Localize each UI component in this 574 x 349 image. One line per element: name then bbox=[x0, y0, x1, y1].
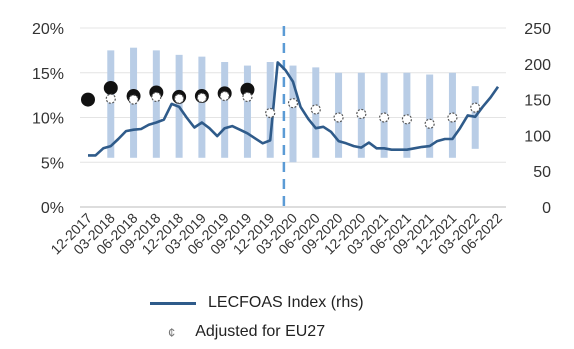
y-right-tick: 250 bbox=[524, 21, 551, 38]
legend-dot: ¢ Adjusted for EU27 bbox=[168, 323, 325, 341]
x-axis: 12-201703-201806-201809-201812-201803-20… bbox=[47, 210, 505, 258]
range-band bbox=[107, 50, 115, 158]
lecfoas-line bbox=[88, 61, 500, 157]
filled-point bbox=[240, 82, 255, 97]
range-band bbox=[221, 62, 229, 158]
adjusted-point bbox=[424, 118, 435, 129]
y-left-tick: 15% bbox=[32, 66, 64, 83]
adjusted-point bbox=[447, 112, 458, 123]
adjusted-point bbox=[242, 91, 253, 103]
filled-point bbox=[81, 92, 95, 107]
y-right-tick: 150 bbox=[524, 93, 551, 110]
y-axis-left: 0% 5% 10% 15% 20% bbox=[32, 21, 64, 217]
adjusted-point bbox=[174, 93, 185, 104]
range-band bbox=[152, 50, 160, 158]
legend-line-label: LECFOAS Index (rhs) bbox=[208, 294, 364, 311]
filled-point bbox=[103, 80, 118, 95]
legend-line: LECFOAS Index (rhs) bbox=[150, 294, 364, 312]
adjusted-point bbox=[287, 98, 299, 109]
adjusted-point bbox=[379, 112, 390, 123]
y-right-tick: 50 bbox=[533, 164, 551, 181]
range-band bbox=[198, 56, 206, 158]
lecfoas-series-line bbox=[88, 61, 500, 157]
legend-dot-label: Adjusted for EU27 bbox=[195, 323, 326, 340]
y-axis-right: 0 50 100 150 200 250 bbox=[524, 21, 551, 217]
adjusted-point bbox=[196, 92, 207, 103]
adjusted-point bbox=[265, 107, 276, 119]
y-right-tick: 100 bbox=[524, 128, 551, 145]
y-left-tick: 5% bbox=[41, 155, 64, 172]
y-right-tick: 0 bbox=[542, 200, 551, 217]
adjusted-point bbox=[105, 93, 116, 104]
y-left-tick: 20% bbox=[32, 21, 64, 38]
range-band bbox=[426, 74, 434, 158]
adjusted-point bbox=[333, 112, 344, 123]
range-band bbox=[289, 65, 297, 163]
y-right-tick: 200 bbox=[524, 57, 551, 74]
legend-line-swatch bbox=[150, 301, 196, 305]
adjusted-point bbox=[356, 108, 367, 120]
y-left-tick: 10% bbox=[32, 111, 64, 128]
adjusted-point bbox=[470, 102, 481, 113]
legend-dot-glyph: ¢ bbox=[168, 324, 176, 340]
dot-series bbox=[81, 80, 481, 129]
chart-canvas: 0% 5% 10% 15% 20% 0 50 100 150 200 250 12-201703-… bbox=[32, 21, 551, 258]
adjusted-point bbox=[128, 94, 139, 105]
y-left-tick: 0% bbox=[41, 200, 64, 217]
adjusted-point bbox=[219, 90, 230, 102]
adjusted-point bbox=[401, 114, 412, 125]
range-band bbox=[243, 65, 251, 158]
adjusted-point bbox=[310, 104, 321, 115]
adjusted-point bbox=[151, 91, 162, 103]
